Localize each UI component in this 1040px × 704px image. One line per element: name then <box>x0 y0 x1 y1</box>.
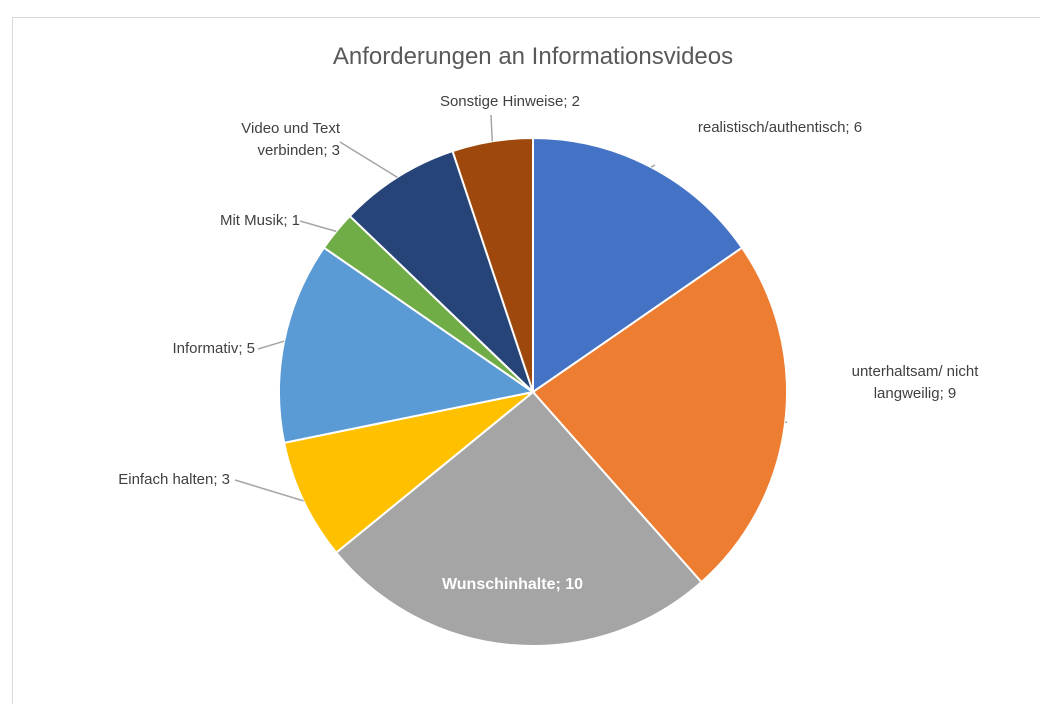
leader-line <box>784 421 788 424</box>
data-label: Sonstige Hinweise; 2 <box>439 93 581 110</box>
pie-slice <box>348 149 534 393</box>
data-label: realistisch/authentisch; 6 <box>697 119 863 136</box>
leader-line <box>234 479 304 502</box>
pie-slice <box>531 246 788 584</box>
chart-title: Anforderungen an Informationsvideos <box>333 43 733 70</box>
pie-slice <box>532 136 744 394</box>
pie-slice <box>334 390 703 647</box>
data-label: Einfach halten; 3 <box>118 471 230 488</box>
data-label: Wunschinhalte; 10 <box>441 576 584 593</box>
leader-line <box>257 340 285 350</box>
data-label: unterhaltsam/ nicht langweilig; 9 <box>851 363 979 402</box>
pie-slice <box>451 136 534 393</box>
leader-line <box>339 141 398 178</box>
leader-line <box>650 164 656 168</box>
leader-line <box>490 114 494 142</box>
data-label: Video und Text verbinden; 3 <box>241 120 340 159</box>
leader-line <box>299 220 337 233</box>
data-label: Informativ; 5 <box>172 340 255 357</box>
data-label: Mit Musik; 1 <box>219 212 300 229</box>
